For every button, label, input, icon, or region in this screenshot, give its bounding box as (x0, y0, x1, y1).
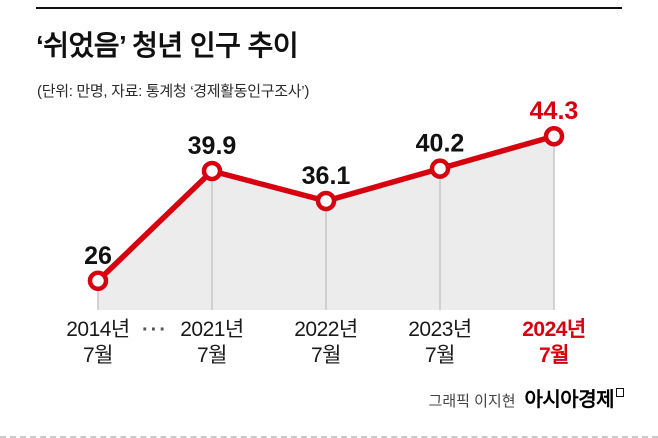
top-rule (36, 7, 622, 9)
footer-credit: 그래픽 이지현 아시아경제 (429, 383, 624, 412)
value-label: 36.1 (302, 162, 351, 190)
graphic-credit: 그래픽 이지현 (428, 393, 516, 410)
data-point-marker (315, 190, 337, 212)
data-point-marker (87, 270, 109, 292)
data-point-marker (543, 125, 565, 147)
value-label: 26 (84, 242, 112, 270)
data-point-marker (429, 158, 451, 179)
brand-wordmark: 아시아경제 (524, 389, 615, 411)
x-axis-label: 2021년 7월 (180, 318, 244, 367)
bottom-dashed-rule (0, 436, 658, 438)
value-label: 40.2 (416, 130, 465, 158)
x-axis-label: 2023년 7월 (408, 318, 472, 367)
chart-title: ‘쉬었음’ 청년 인구 추이 (36, 30, 299, 61)
data-point-marker (201, 160, 223, 182)
value-label: 39.9 (188, 132, 237, 160)
chart-subtitle: (단위: 만명, 자료: 통계청 ‘경제활동인구조사’) (37, 83, 310, 100)
axis-gap-ellipsis: ··· (142, 319, 168, 341)
value-label: 44.3 (530, 100, 579, 125)
x-axis-label: 2022년 7월 (294, 318, 358, 367)
line-chart: 26 39.9 36.1 40.2 44.3 2014년 7월 2021년 7월 2022년 7월 2… (66, 100, 586, 367)
x-axis-label: 2014년 7월 (66, 318, 130, 367)
brand-mark-icon (616, 388, 624, 397)
x-axis-label: 2024년 7월 (522, 318, 586, 367)
